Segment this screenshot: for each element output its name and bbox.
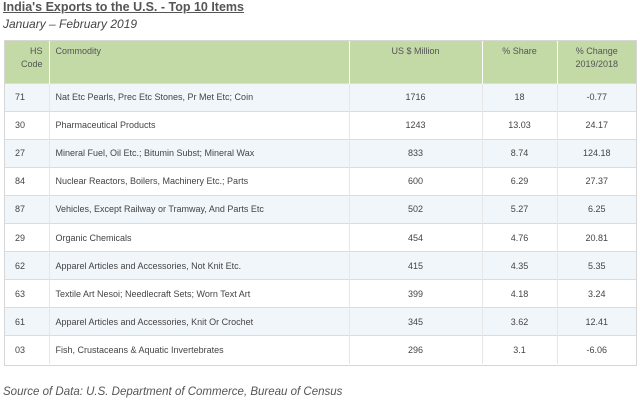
table-row: 03 Fish, Crustaceans & Aquatic Invertebr… <box>5 335 636 364</box>
cell-share: 4.18 <box>482 279 558 308</box>
cell-change: 5.35 <box>557 251 636 280</box>
cell-change: 3.24 <box>557 279 636 308</box>
header-hs-code-line2: Code <box>20 59 43 69</box>
header-change: % Change 2019/2018 <box>557 41 636 83</box>
header-hs-code: HS Code <box>5 41 50 83</box>
cell-commodity: Apparel Articles and Accessories, Not Kn… <box>49 251 350 280</box>
cell-change: 24.17 <box>557 110 636 140</box>
cell-change: 124.18 <box>557 138 636 168</box>
cell-hs-code: 62 <box>5 251 50 280</box>
cell-hs-code: 84 <box>5 166 50 196</box>
cell-hs-code: 63 <box>5 279 50 308</box>
cell-usd-million: 296 <box>349 335 483 364</box>
header-change-line2: 2019/2018 <box>575 59 619 69</box>
cell-share: 4.35 <box>482 251 558 280</box>
exports-table-container: HS Code Commodity US $ Million % Share %… <box>4 40 637 366</box>
cell-share: 4.76 <box>482 222 558 252</box>
cell-change: 12.41 <box>557 307 636 336</box>
cell-commodity: Organic Chemicals <box>49 222 350 252</box>
header-commodity: Commodity <box>49 41 350 83</box>
table-header-row: HS Code Commodity US $ Million % Share %… <box>5 41 636 83</box>
cell-share: 8.74 <box>482 138 558 168</box>
cell-commodity: Vehicles, Except Railway or Tramway, And… <box>49 194 350 224</box>
header-hs-code-line1: HS <box>29 46 43 56</box>
table-row: 87 Vehicles, Except Railway or Tramway, … <box>5 194 636 224</box>
cell-hs-code: 29 <box>5 222 50 252</box>
table-row: 62 Apparel Articles and Accessories, Not… <box>5 251 636 280</box>
cell-share: 3.1 <box>482 335 558 364</box>
cell-usd-million: 454 <box>349 222 483 252</box>
table-row: 30 Pharmaceutical Products 1243 13.03 24… <box>5 110 636 140</box>
table-row: 63 Textile Art Nesoi; Needlecraft Sets; … <box>5 279 636 308</box>
cell-share: 3.62 <box>482 307 558 336</box>
table-row: 27 Mineral Fuel, Oil Etc.; Bitumin Subst… <box>5 138 636 168</box>
cell-commodity: Mineral Fuel, Oil Etc.; Bitumin Subst; M… <box>49 138 350 168</box>
cell-commodity: Apparel Articles and Accessories, Knit O… <box>49 307 350 336</box>
cell-change: -6.06 <box>557 335 636 364</box>
cell-share: 5.27 <box>482 194 558 224</box>
table-row: 71 Nat Etc Pearls, Prec Etc Stones, Pr M… <box>5 82 636 112</box>
cell-usd-million: 502 <box>349 194 483 224</box>
cell-usd-million: 833 <box>349 138 483 168</box>
cell-commodity: Fish, Crustaceans & Aquatic Invertebrate… <box>49 335 350 364</box>
cell-hs-code: 61 <box>5 307 50 336</box>
page-title: India's Exports to the U.S. - Top 10 Ite… <box>3 0 244 14</box>
cell-commodity: Pharmaceutical Products <box>49 110 350 140</box>
cell-change: 27.37 <box>557 166 636 196</box>
page-subtitle: January – February 2019 <box>3 17 138 31</box>
cell-usd-million: 1243 <box>349 110 483 140</box>
table-row: 29 Organic Chemicals 454 4.76 20.81 <box>5 222 636 252</box>
cell-usd-million: 415 <box>349 251 483 280</box>
cell-change: -0.77 <box>557 82 636 112</box>
cell-usd-million: 345 <box>349 307 483 336</box>
cell-share: 6.29 <box>482 166 558 196</box>
cell-hs-code: 87 <box>5 194 50 224</box>
cell-commodity: Textile Art Nesoi; Needlecraft Sets; Wor… <box>49 279 350 308</box>
cell-hs-code: 30 <box>5 110 50 140</box>
cell-usd-million: 600 <box>349 166 483 196</box>
cell-commodity: Nuclear Reactors, Boilers, Machinery Etc… <box>49 166 350 196</box>
cell-usd-million: 399 <box>349 279 483 308</box>
cell-share: 13.03 <box>482 110 558 140</box>
table-row: 84 Nuclear Reactors, Boilers, Machinery … <box>5 166 636 196</box>
cell-hs-code: 27 <box>5 138 50 168</box>
cell-commodity: Nat Etc Pearls, Prec Etc Stones, Pr Met … <box>49 82 350 112</box>
cell-hs-code: 71 <box>5 82 50 112</box>
source-note: Source of Data: U.S. Department of Comme… <box>3 386 343 398</box>
header-change-line1: % Change <box>575 46 618 56</box>
cell-change: 20.81 <box>557 222 636 252</box>
header-usd-million: US $ Million <box>349 41 483 83</box>
cell-share: 18 <box>482 82 558 112</box>
exports-table: HS Code Commodity US $ Million % Share %… <box>5 41 636 364</box>
table-row: 61 Apparel Articles and Accessories, Kni… <box>5 307 636 336</box>
cell-hs-code: 03 <box>5 335 50 364</box>
cell-usd-million: 1716 <box>349 82 483 112</box>
header-share: % Share <box>482 41 558 83</box>
cell-change: 6.25 <box>557 194 636 224</box>
